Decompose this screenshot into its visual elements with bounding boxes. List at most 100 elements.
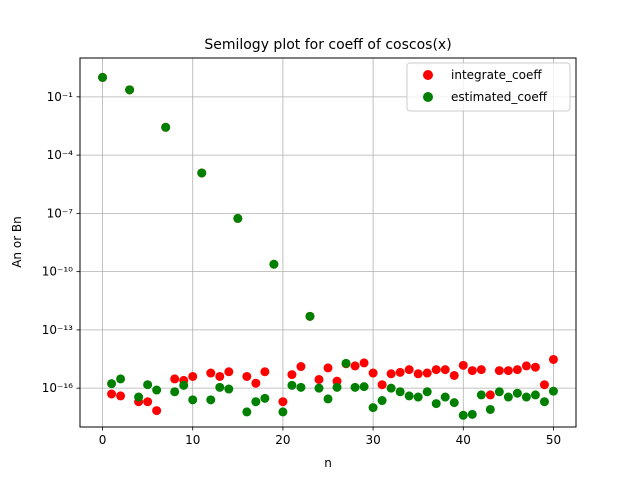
point-estimated-coeff (458, 410, 468, 420)
point-estimated-coeff (530, 390, 540, 400)
point-estimated-coeff (278, 407, 288, 417)
point-estimated-coeff (98, 72, 108, 82)
grid (80, 58, 576, 427)
point-integrate-coeff (395, 367, 405, 377)
point-estimated-coeff (440, 392, 450, 402)
point-integrate-coeff (458, 360, 468, 370)
x-tick-label: 40 (456, 433, 471, 447)
legend-label-integrate-coeff: integrate_coeff (451, 68, 542, 82)
point-estimated-coeff (107, 379, 117, 389)
point-estimated-coeff (260, 393, 270, 403)
y-tick-label: 10⁻⁷ (47, 206, 74, 220)
point-estimated-coeff (404, 391, 414, 401)
y-tick-label: 10⁻⁴ (47, 148, 74, 162)
point-integrate-coeff (467, 366, 477, 376)
point-integrate-coeff (494, 366, 504, 376)
point-estimated-coeff (467, 409, 477, 419)
point-integrate-coeff (503, 366, 513, 376)
point-integrate-coeff (314, 374, 324, 384)
point-integrate-coeff (449, 370, 459, 380)
point-estimated-coeff (215, 382, 225, 392)
point-estimated-coeff (287, 380, 297, 390)
point-estimated-coeff (512, 388, 522, 398)
point-estimated-coeff (476, 390, 486, 400)
point-estimated-coeff (395, 387, 405, 397)
point-estimated-coeff (539, 397, 549, 407)
point-estimated-coeff (314, 383, 324, 393)
point-estimated-coeff (143, 380, 153, 390)
x-tick-label: 20 (275, 433, 290, 447)
point-estimated-coeff (269, 259, 279, 269)
point-estimated-coeff (485, 404, 495, 414)
point-integrate-coeff (530, 362, 540, 372)
point-integrate-coeff (251, 378, 261, 388)
point-integrate-coeff (107, 389, 117, 399)
point-estimated-coeff (152, 385, 162, 395)
point-integrate-coeff (431, 365, 441, 375)
y-tick-label: 10⁻¹ (47, 90, 74, 104)
y-tick-label: 10⁻¹⁶ (42, 381, 73, 395)
point-integrate-coeff (512, 365, 522, 375)
point-estimated-coeff (197, 168, 207, 178)
point-estimated-coeff (251, 397, 261, 407)
point-integrate-coeff (188, 371, 198, 381)
x-tick-label: 50 (546, 433, 561, 447)
point-integrate-coeff (377, 380, 387, 390)
point-integrate-coeff (242, 371, 252, 381)
point-integrate-coeff (485, 390, 495, 400)
x-tick-label: 10 (185, 433, 200, 447)
point-estimated-coeff (116, 374, 126, 384)
x-axis-ticks: 0 10 20 30 40 50 (99, 427, 561, 447)
point-integrate-coeff (350, 361, 360, 371)
point-integrate-coeff (152, 406, 162, 416)
y-axis-ticks: 10⁻¹⁶ 10⁻¹³ 10⁻¹⁰ 10⁻⁷ 10⁻⁴ 10⁻¹ (42, 90, 80, 395)
point-integrate-coeff (116, 391, 126, 401)
legend-label-estimated-coeff: estimated_coeff (451, 90, 548, 104)
point-integrate-coeff (440, 365, 450, 375)
x-axis-label: n (324, 456, 332, 470)
data-points (98, 72, 558, 420)
x-tick-label: 0 (99, 433, 107, 447)
point-integrate-coeff (359, 358, 369, 368)
point-estimated-coeff (386, 383, 396, 393)
point-integrate-coeff (278, 397, 288, 407)
point-estimated-coeff (359, 382, 369, 392)
point-estimated-coeff (341, 358, 351, 368)
point-estimated-coeff (188, 395, 198, 405)
point-estimated-coeff (422, 387, 432, 397)
point-estimated-coeff (170, 387, 180, 397)
point-estimated-coeff (449, 398, 459, 408)
point-integrate-coeff (143, 397, 153, 407)
point-integrate-coeff (206, 368, 216, 378)
point-integrate-coeff (224, 367, 234, 377)
legend-box (406, 62, 571, 112)
point-estimated-coeff (413, 392, 423, 402)
point-integrate-coeff (404, 365, 414, 375)
point-estimated-coeff (224, 384, 234, 394)
point-estimated-coeff (494, 387, 504, 397)
legend: integrate_coeff estimated_coeff (406, 62, 571, 112)
point-integrate-coeff (539, 380, 549, 390)
x-tick-label: 30 (365, 433, 380, 447)
axes-frame (79, 57, 577, 428)
point-estimated-coeff (350, 382, 360, 392)
point-estimated-coeff (233, 213, 243, 223)
point-estimated-coeff (332, 382, 342, 392)
point-estimated-coeff (134, 392, 144, 402)
point-estimated-coeff (368, 403, 378, 413)
point-estimated-coeff (125, 85, 135, 95)
point-integrate-coeff (296, 362, 306, 372)
point-integrate-coeff (215, 371, 225, 381)
point-estimated-coeff (323, 394, 333, 404)
chart-title: Semilogy plot for coeff of coscos(x) (204, 37, 451, 53)
point-integrate-coeff (287, 370, 297, 380)
point-estimated-coeff (161, 122, 171, 132)
point-estimated-coeff (305, 311, 315, 321)
point-estimated-coeff (431, 399, 441, 409)
y-tick-label: 10⁻¹³ (42, 323, 73, 337)
point-integrate-coeff (260, 367, 270, 377)
point-integrate-coeff (368, 368, 378, 378)
y-tick-label: 10⁻¹⁰ (42, 265, 73, 279)
point-estimated-coeff (377, 396, 387, 406)
